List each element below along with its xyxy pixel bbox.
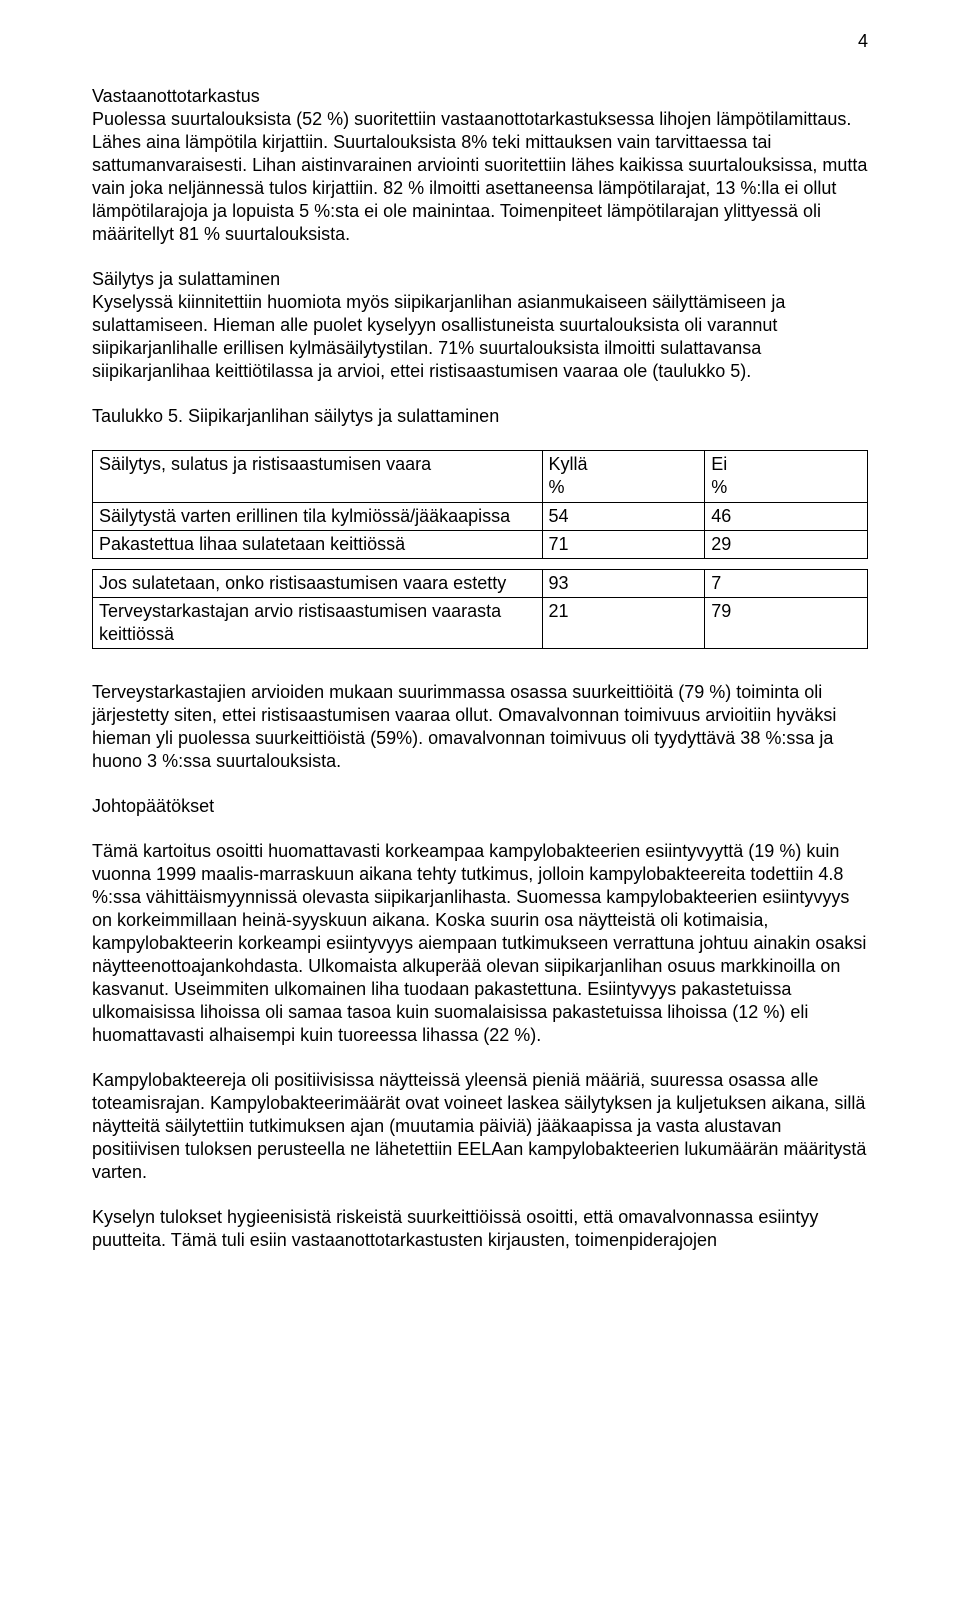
storage-table-b: Jos sulatetaan, onko ristisaastumisen va…: [92, 569, 868, 649]
row-no: 79: [705, 597, 868, 648]
page-number: 4: [92, 30, 868, 53]
paragraph-vastaanotto: Vastaanottotarkastus Puolessa suurtalouk…: [92, 85, 868, 246]
table-row: Terveystarkastajan arvio ristisaastumise…: [93, 597, 868, 648]
row-yes: 71: [542, 530, 705, 558]
table-row: Säilytystä varten erillinen tila kylmiös…: [93, 502, 868, 530]
heading-johtopaatokset: Johtopäätökset: [92, 795, 868, 818]
row-no: 7: [705, 569, 868, 597]
paragraph-kysely: Kyselyn tulokset hygieenisistä riskeistä…: [92, 1206, 868, 1252]
table-header-row: Säilytys, sulatus ja ristisaastumisen va…: [93, 451, 868, 502]
row-yes: 54: [542, 502, 705, 530]
row-no: 46: [705, 502, 868, 530]
header-no: Ei%: [705, 451, 868, 502]
row-label: Pakastettua lihaa sulatetaan keittiössä: [93, 530, 543, 558]
paragraph-sailytys: Säilytys ja sulattaminen Kyselyssä kiinn…: [92, 268, 868, 383]
table-row: Pakastettua lihaa sulatetaan keittiössä …: [93, 530, 868, 558]
paragraph-kartoitus: Tämä kartoitus osoitti huomattavasti kor…: [92, 840, 868, 1047]
paragraph-kampylo: Kampylobakteereja oli positiivisissa näy…: [92, 1069, 868, 1184]
row-label: Säilytystä varten erillinen tila kylmiös…: [93, 502, 543, 530]
row-yes: 93: [542, 569, 705, 597]
storage-table: Säilytys, sulatus ja ristisaastumisen va…: [92, 450, 868, 558]
row-no: 29: [705, 530, 868, 558]
header-yes: Kyllä%: [542, 451, 705, 502]
table-caption: Taulukko 5. Siipikarjanlihan säilytys ja…: [92, 405, 868, 428]
row-label: Terveystarkastajan arvio ristisaastumise…: [93, 597, 543, 648]
row-label: Jos sulatetaan, onko ristisaastumisen va…: [93, 569, 543, 597]
header-label: Säilytys, sulatus ja ristisaastumisen va…: [93, 451, 543, 502]
table-row: Jos sulatetaan, onko ristisaastumisen va…: [93, 569, 868, 597]
row-yes: 21: [542, 597, 705, 648]
paragraph-terveystarkastajat: Terveystarkastajien arvioiden mukaan suu…: [92, 681, 868, 773]
